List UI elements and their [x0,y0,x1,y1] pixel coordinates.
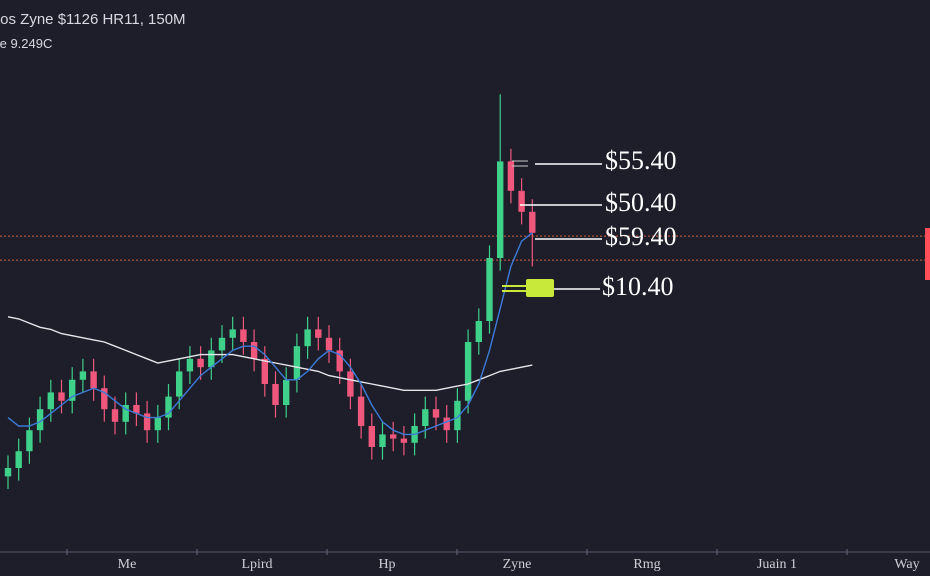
candle-body [432,409,440,418]
candle-body [368,426,375,447]
candle-body [111,409,119,422]
candle-body [464,342,472,401]
candle-body [486,258,493,321]
candle-body [4,468,12,477]
candle-body [283,379,290,405]
x-tick-label: Zyne [503,557,532,572]
candle-body [497,161,504,258]
candle-body [197,358,204,368]
candle-body [186,358,194,372]
candle-body [69,379,76,401]
price-marker [925,228,930,280]
candle-body [475,321,482,342]
candle-body [79,371,87,380]
plot: Me Lpird Hp Zyne Rmg Juain 1 Way [0,94,925,572]
candle-body [58,392,65,401]
candle-body [507,161,515,191]
candle-body [261,358,268,384]
x-tick-label: Rmg [633,557,660,572]
candle-body [133,405,140,414]
x-tick-label: Lpird [241,557,272,572]
candle-body [176,371,183,397]
x-tick-label: Me [118,557,137,572]
candle-body [347,371,354,397]
candle-body [325,337,333,351]
candle-body [336,350,343,372]
candle-body [357,396,365,426]
candle-body [165,396,172,418]
candle-body [315,329,322,338]
annotation: $10.40 [602,272,674,301]
candle-body [240,329,247,342]
annotation: $50.40 [605,188,677,217]
candle-body [250,342,258,359]
annotations: $55.40 $50.40 $59.40 $10.40 [502,146,677,301]
candle-body [518,190,525,212]
chart-title: tos Zyne $1126 HR11, 150M [0,11,186,28]
badge [526,279,554,297]
annotation: $55.40 [605,146,677,175]
candle-body [400,438,408,443]
x-tick-label: Juain 1 [757,557,797,572]
candle-body [454,400,461,431]
candle-body [15,451,22,468]
candle-body [272,384,279,405]
candle-body [304,329,311,347]
candle-body [390,434,397,439]
candle-body [101,388,108,410]
candle-body [422,409,429,426]
candle-body [293,346,301,380]
candle-body [36,409,44,431]
candle-body [90,371,97,389]
candle-body [529,211,536,233]
candle-body [47,392,54,410]
moving-average [7,232,533,436]
candle-body [143,413,151,431]
candle-body [218,337,226,351]
candle-body [379,434,386,447]
x-tick-label: Way [894,557,919,572]
x-tick-label: Hp [378,557,395,572]
annotation: $59.40 [605,222,677,251]
candle-body [443,417,450,431]
candle-body [208,350,215,368]
candle-body [122,405,129,422]
candle-body [229,329,236,338]
candle-body [154,417,161,431]
candle-body [26,430,33,452]
chart-subtitle: te 9.249C [0,36,52,51]
